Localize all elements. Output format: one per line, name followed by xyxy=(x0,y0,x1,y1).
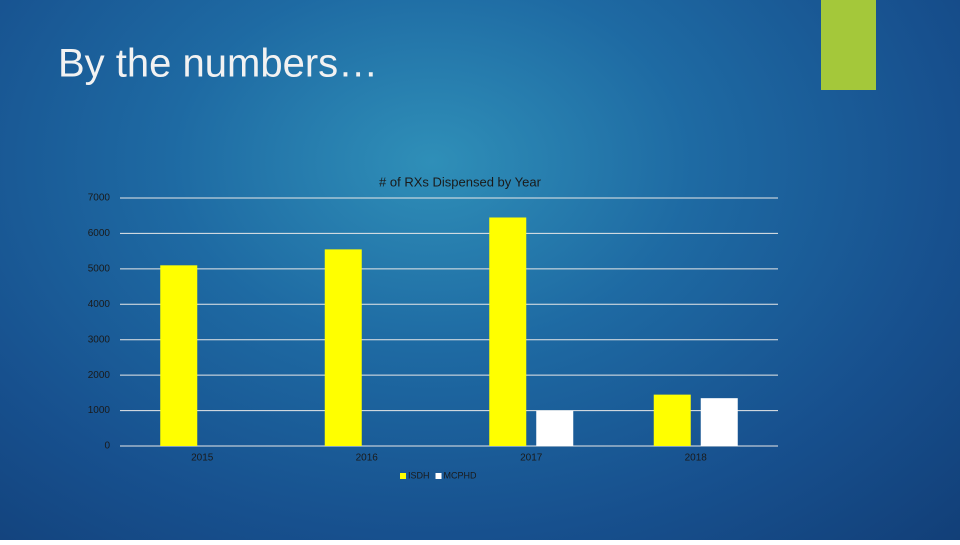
bar xyxy=(536,410,574,446)
x-tick-label: 2015 xyxy=(191,453,214,464)
x-tick-label: 2016 xyxy=(356,453,379,464)
legend-label: ISDH xyxy=(408,470,430,480)
y-tick-label: 5000 xyxy=(88,263,111,274)
y-tick-label: 6000 xyxy=(88,228,111,239)
x-tick-label: 2018 xyxy=(685,453,708,464)
bar xyxy=(489,217,527,446)
x-tick-label: 2017 xyxy=(520,453,543,464)
chart-title: # of RXs Dispensed by Year xyxy=(379,174,542,189)
legend-label: MCPHD xyxy=(444,470,477,480)
bar xyxy=(160,265,198,446)
legend-swatch xyxy=(435,473,442,479)
y-tick-label: 4000 xyxy=(88,299,111,310)
bar xyxy=(324,249,362,446)
accent-bar xyxy=(821,0,876,90)
bar xyxy=(653,394,691,446)
y-tick-label: 7000 xyxy=(88,193,111,204)
slide-title: By the numbers… xyxy=(58,42,378,86)
legend-swatch xyxy=(400,473,406,479)
y-tick-label: 3000 xyxy=(88,334,111,345)
bar xyxy=(700,398,738,446)
y-tick-label: 2000 xyxy=(88,370,111,381)
y-tick-label: 1000 xyxy=(88,405,111,416)
y-tick-label: 0 xyxy=(104,441,110,452)
